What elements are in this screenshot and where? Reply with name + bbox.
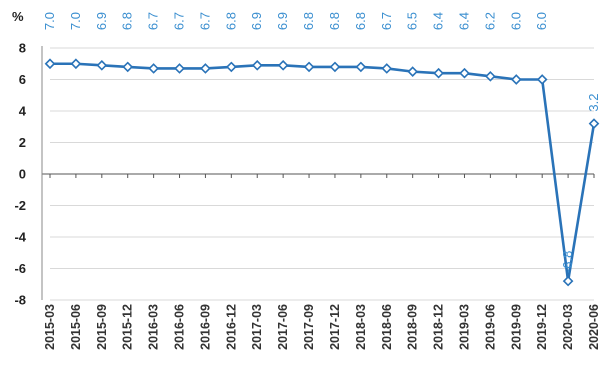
data-point-marker <box>303 61 315 73</box>
x-tick-label: 2016-06 <box>173 304 187 350</box>
x-tick-label: 2020-03 <box>561 304 575 350</box>
x-tick-label: 2018-03 <box>354 304 368 350</box>
x-tick-label: 2016-12 <box>224 304 238 350</box>
y-unit-label: % <box>12 9 24 24</box>
data-point-marker <box>407 66 418 77</box>
data-label: -6.8 <box>560 251 575 273</box>
x-axis: 2015-03 2015-06 2015-09 2015-12 2016-03 2016-… <box>42 173 601 350</box>
x-tick-label: 2017-12 <box>328 304 342 350</box>
data-point-marker <box>485 71 496 82</box>
data-label: 6.0 <box>534 12 549 30</box>
x-tick-label: 2018-09 <box>406 304 420 350</box>
series-line <box>50 62 596 283</box>
data-point-marker <box>536 74 548 85</box>
data-point-marker <box>459 67 470 79</box>
data-label: 6.8 <box>327 12 342 30</box>
data-label: 6.0 <box>508 12 523 30</box>
data-point-marker <box>122 61 134 73</box>
data-label: 6.5 <box>405 12 420 30</box>
data-label: 6.9 <box>94 12 109 30</box>
data-point-marker <box>329 61 341 73</box>
data-label: 6.7 <box>379 12 394 30</box>
data-label: 6.2 <box>482 12 497 30</box>
x-tick-label: 2016-09 <box>198 304 212 350</box>
data-label: 6.9 <box>275 12 290 30</box>
y-tick-label: 6 <box>19 72 26 87</box>
y-tick-label: 4 <box>19 104 27 119</box>
data-point-marker <box>226 61 237 73</box>
data-label: 3.2 <box>586 94 601 112</box>
x-tick-label: 2019-09 <box>509 304 523 350</box>
series-group <box>44 58 600 287</box>
data-point-marker <box>251 59 263 71</box>
x-tick-label: 2015-12 <box>121 304 135 350</box>
y-axis: -8 -6 -4 -2 0 2 4 6 8 <box>14 41 43 308</box>
data-label: 6.4 <box>456 12 471 30</box>
y-tick-label: -2 <box>14 198 26 213</box>
data-label: 6.9 <box>249 12 264 30</box>
data-point-marker <box>433 67 444 79</box>
data-labels: 7.0 7.0 6.9 6.8 6.7 6.7 6.7 6.8 6.9 6.9 6.8 6.8 6.8 6… <box>42 12 601 273</box>
data-label: 6.8 <box>223 12 238 30</box>
data-point-marker <box>174 63 185 74</box>
x-tick-label: 2018-12 <box>432 304 446 350</box>
x-tick-label: 2015-03 <box>43 304 57 350</box>
y-tick-label: -6 <box>14 261 26 276</box>
x-tick-label: 2019-12 <box>535 304 549 350</box>
data-label: 6.7 <box>172 12 187 30</box>
gridlines <box>50 47 594 301</box>
data-point-marker <box>200 63 211 74</box>
y-tick-label: 2 <box>19 135 26 150</box>
data-label: 7.0 <box>68 12 83 30</box>
data-point-marker <box>277 59 289 71</box>
data-point-marker <box>562 275 574 287</box>
data-point-marker <box>44 58 56 70</box>
data-label: 6.8 <box>301 12 316 30</box>
data-point-marker <box>148 63 159 74</box>
x-tick-label: 2017-09 <box>302 304 316 350</box>
x-tick-label: 2017-03 <box>250 304 264 350</box>
data-label: 7.0 <box>42 12 57 30</box>
data-point-marker <box>355 61 367 73</box>
y-tick-label: 8 <box>19 41 26 56</box>
y-tick-label: 0 <box>19 167 26 182</box>
x-tick-label: 2015-06 <box>69 304 83 350</box>
data-label: 6.7 <box>146 12 161 30</box>
data-point-marker <box>510 74 522 85</box>
data-point-marker <box>588 118 600 129</box>
data-point-marker <box>70 58 82 70</box>
data-point-marker <box>381 63 393 74</box>
x-tick-label: 2019-03 <box>457 304 471 350</box>
x-tick-label: 2019-06 <box>483 304 497 350</box>
y-tick-label: -4 <box>14 230 26 245</box>
x-tick-label: 2015-09 <box>95 304 109 350</box>
data-label: 6.8 <box>353 12 368 30</box>
x-tick-label: 2016-03 <box>147 304 161 350</box>
y-tick-label: -8 <box>14 293 26 308</box>
data-point-marker <box>96 59 108 71</box>
x-tick-label: 2020-06 <box>587 304 601 350</box>
x-tick-label: 2017-06 <box>276 304 290 350</box>
data-label: 6.7 <box>197 12 212 30</box>
data-label: 6.4 <box>431 12 446 30</box>
data-label: 6.8 <box>120 12 135 30</box>
x-tick-label: 2018-06 <box>380 304 394 350</box>
